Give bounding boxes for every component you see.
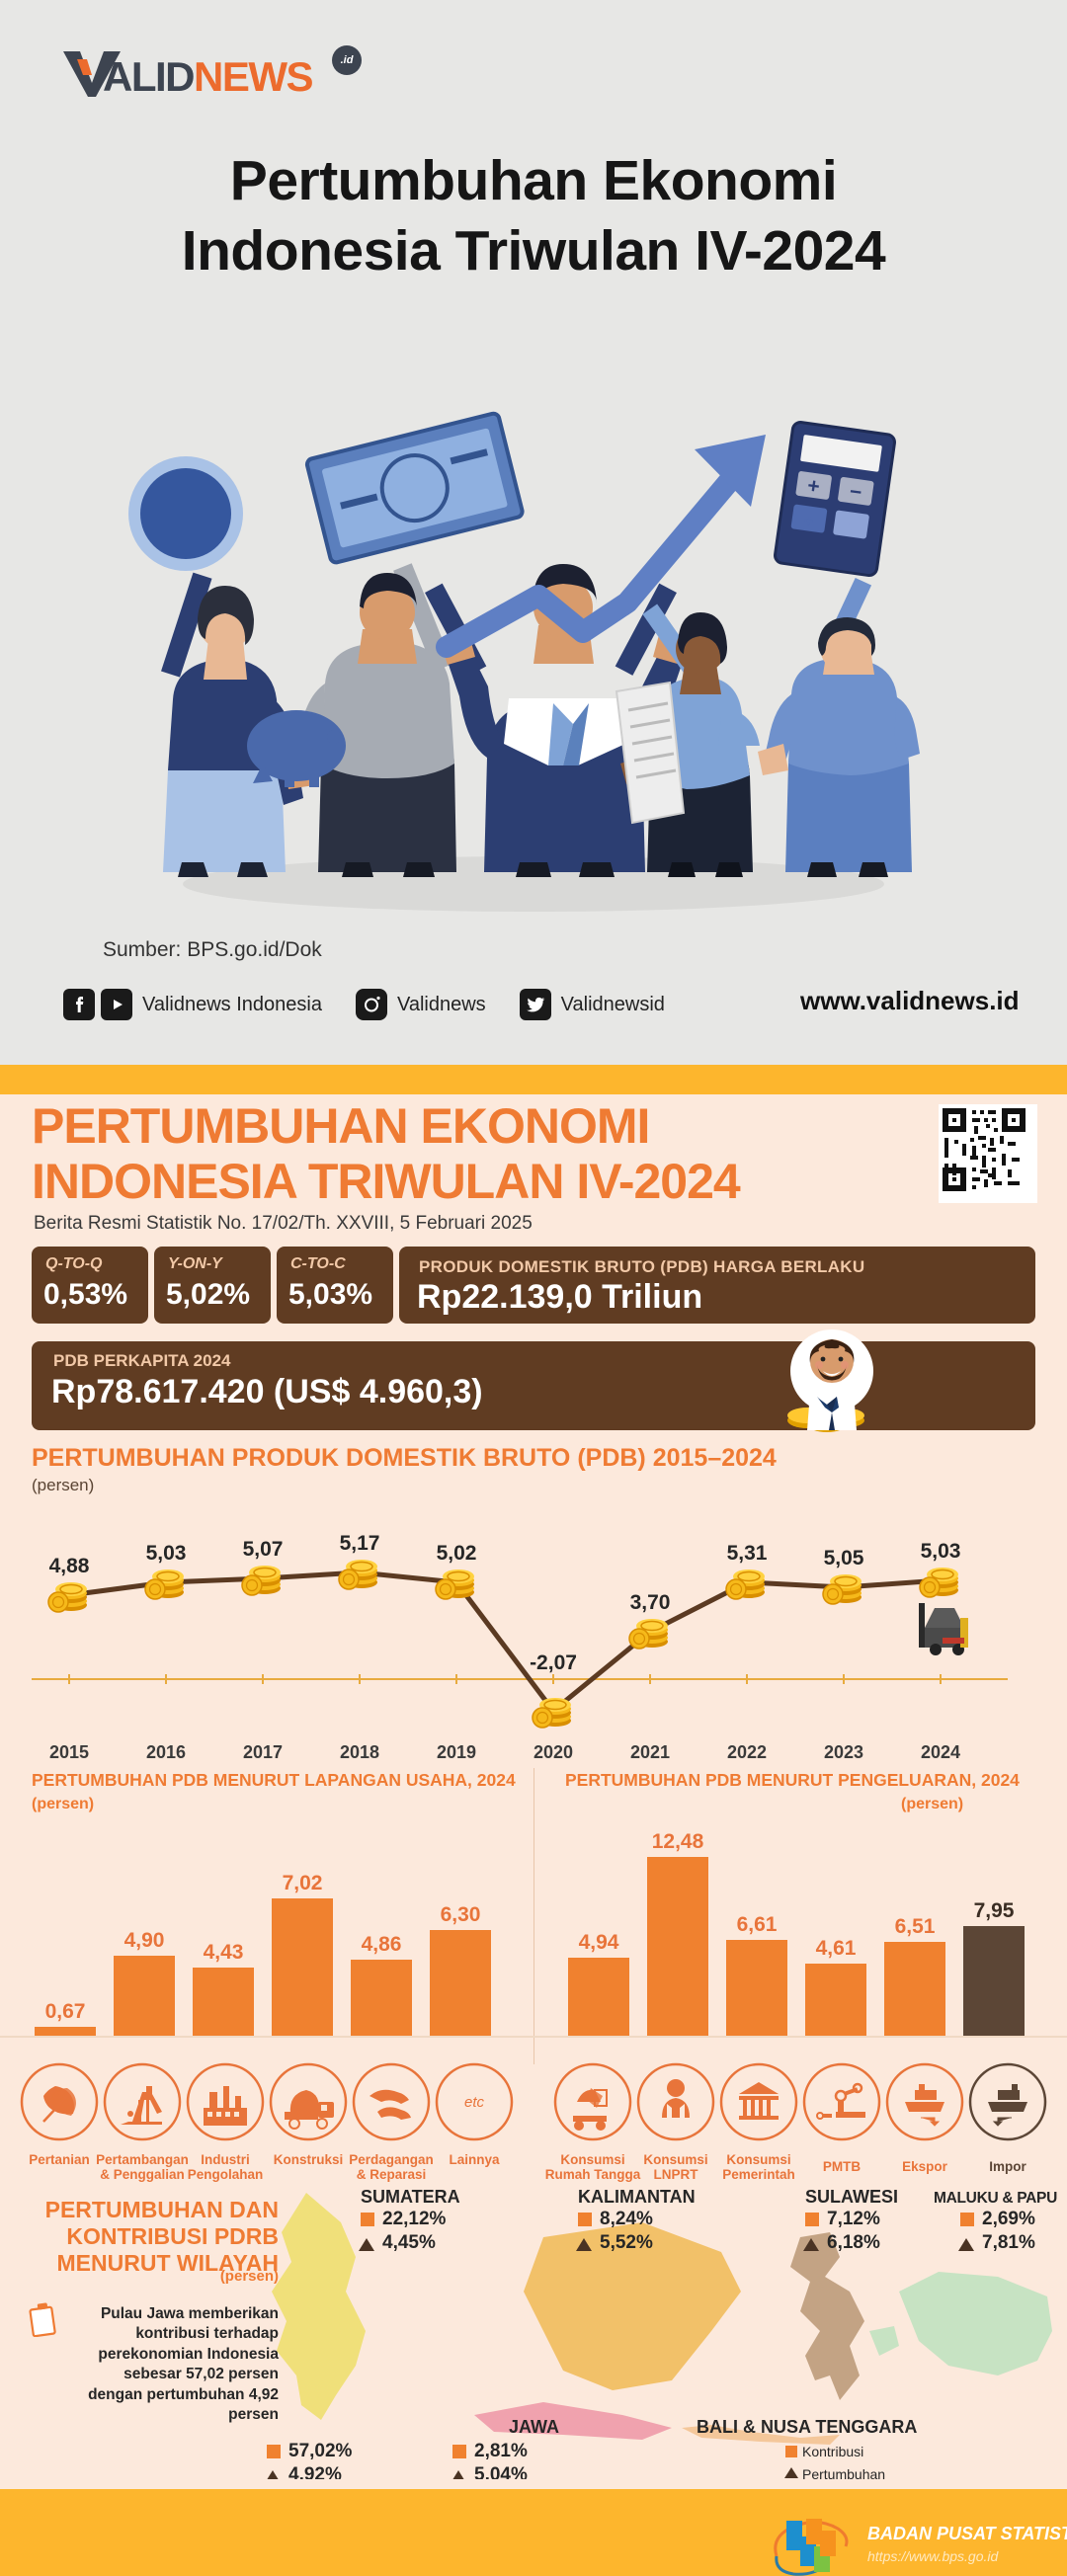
svg-text:SULAWESI: SULAWESI (805, 2187, 898, 2207)
svg-text:Konsumsi: Konsumsi (643, 2152, 707, 2167)
svg-text:& Penggalian: & Penggalian (100, 2167, 185, 2182)
svg-text:etc: etc (464, 2094, 485, 2111)
svg-text:Pertanian: Pertanian (29, 2152, 90, 2167)
svg-text:4,88: 4,88 (49, 1555, 90, 1577)
svg-text:2023: 2023 (824, 1742, 863, 1762)
svg-text:7,12%: 7,12% (827, 2209, 880, 2229)
svg-text:6,61: 6,61 (737, 1913, 778, 1936)
svg-text:Kontribusi: Kontribusi (802, 2444, 863, 2459)
svg-text:22,12%: 22,12% (382, 2209, 447, 2229)
svg-text:& Reparasi: & Reparasi (357, 2167, 427, 2182)
svg-text:MALUKU & PAPUA: MALUKU & PAPUA (934, 2190, 1057, 2207)
svg-text:4,90: 4,90 (124, 1929, 165, 1952)
svg-text:2016: 2016 (146, 1742, 186, 1762)
svg-text:PMTB: PMTB (823, 2159, 861, 2174)
svg-text:7,02: 7,02 (283, 1872, 323, 1894)
svg-text:Impor: Impor (989, 2159, 1026, 2174)
svg-text:KALIMANTAN: KALIMANTAN (578, 2187, 696, 2207)
svg-text:6,18%: 6,18% (827, 2232, 880, 2253)
svg-text:5,03: 5,03 (921, 1540, 961, 1563)
svg-text:7,95: 7,95 (974, 1899, 1015, 1922)
svg-text:ALIDNEWS: ALIDNEWS (103, 53, 312, 100)
svg-text:2015: 2015 (49, 1742, 89, 1762)
svg-text:5,52%: 5,52% (600, 2232, 653, 2253)
svg-text:Pengolahan: Pengolahan (188, 2167, 264, 2182)
svg-text:5,17: 5,17 (340, 1532, 380, 1555)
svg-text:2018: 2018 (340, 1742, 379, 1762)
svg-text:Konsumsi: Konsumsi (726, 2152, 790, 2167)
svg-text:0,67: 0,67 (45, 2000, 86, 2023)
svg-text:5,02: 5,02 (437, 1542, 477, 1565)
svg-text:Konsumsi: Konsumsi (560, 2152, 624, 2167)
svg-text:Konstruksi: Konstruksi (274, 2152, 344, 2167)
svg-text:4,43: 4,43 (204, 1941, 244, 1964)
svg-text:JAWA: JAWA (509, 2417, 559, 2437)
svg-text:4,86: 4,86 (362, 1933, 402, 1956)
svg-text:Pemerintah: Pemerintah (722, 2167, 795, 2182)
svg-text:2,81%: 2,81% (474, 2441, 528, 2461)
svg-text:6,51: 6,51 (895, 1915, 936, 1938)
svg-text:7,81%: 7,81% (982, 2232, 1035, 2253)
svg-text:4,94: 4,94 (579, 1931, 619, 1954)
svg-text:8,24%: 8,24% (600, 2209, 653, 2229)
svg-text:12,48: 12,48 (652, 1830, 704, 1853)
svg-text:SUMATERA: SUMATERA (361, 2187, 460, 2207)
svg-text:3,70: 3,70 (630, 1591, 671, 1614)
svg-text:2021: 2021 (630, 1742, 670, 1762)
svg-text:4,92%: 4,92% (288, 2464, 342, 2479)
svg-text:5,03: 5,03 (146, 1542, 187, 1565)
svg-text:4,45%: 4,45% (382, 2232, 436, 2253)
svg-text:Lainnya: Lainnya (449, 2152, 500, 2167)
svg-text:-2,07: -2,07 (530, 1651, 577, 1674)
svg-text:Perdagangan: Perdagangan (349, 2152, 434, 2167)
svg-text:2019: 2019 (437, 1742, 476, 1762)
svg-text:57,02%: 57,02% (288, 2441, 353, 2461)
svg-text:BALI & NUSA TENGGARA: BALI & NUSA TENGGARA (697, 2417, 917, 2437)
svg-text:5,05: 5,05 (824, 1547, 864, 1570)
svg-text:2017: 2017 (243, 1742, 283, 1762)
svg-text:Ekspor: Ekspor (902, 2159, 948, 2174)
svg-text:2,69%: 2,69% (982, 2209, 1035, 2229)
svg-text:Industri: Industri (201, 2152, 250, 2167)
svg-text:LNPRT: LNPRT (654, 2167, 699, 2182)
svg-text:5,31: 5,31 (727, 1542, 768, 1565)
svg-text:Pertumbuhan: Pertumbuhan (802, 2466, 885, 2479)
svg-text:2022: 2022 (727, 1742, 767, 1762)
svg-text:2020: 2020 (534, 1742, 573, 1762)
svg-text:5,04%: 5,04% (474, 2464, 528, 2479)
svg-text:Pertambangan: Pertambangan (96, 2152, 189, 2167)
svg-text:5,07: 5,07 (243, 1538, 284, 1561)
svg-text:4,61: 4,61 (816, 1937, 857, 1960)
svg-text:Rumah Tangga: Rumah Tangga (545, 2167, 641, 2182)
svg-text:2024: 2024 (921, 1742, 960, 1762)
svg-text:6,30: 6,30 (441, 1903, 481, 1926)
